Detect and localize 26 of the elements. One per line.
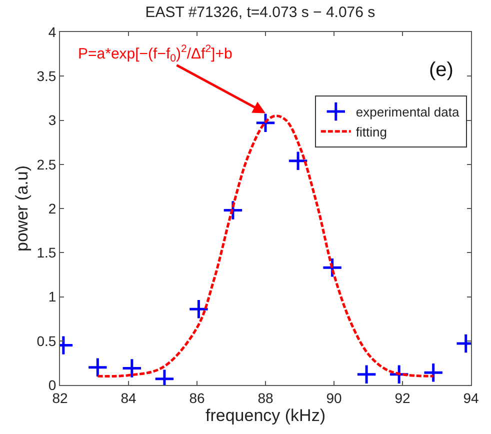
x-tick-label: 84 xyxy=(120,390,136,406)
y-tick-label: 3 xyxy=(48,112,56,128)
x-tick-label: 94 xyxy=(463,390,479,406)
legend-label: fitting xyxy=(356,124,387,140)
x-tick-label: 90 xyxy=(326,390,342,406)
chart-title: EAST #71326, t=4.073 s − 4.076 s xyxy=(145,4,376,22)
x-tick-label: 86 xyxy=(189,390,205,406)
point xyxy=(122,358,142,379)
y-axis-title: power (a.u) xyxy=(12,166,32,252)
annotation: (e) xyxy=(429,59,454,81)
y-tick-label: 3.5 xyxy=(36,68,56,84)
point xyxy=(188,298,210,320)
annotation: P=a*exp[−(f−f$_{0}$)$^{2}$/Δf$^{2}$]+b xyxy=(78,43,232,64)
legend-label: experimental data xyxy=(356,104,460,120)
point xyxy=(356,364,377,385)
y-tick-label: 4 xyxy=(48,24,56,40)
point xyxy=(87,357,108,378)
x-axis-title: frequency (kHz) xyxy=(206,406,326,426)
y-tick-label: 2.5 xyxy=(36,156,56,172)
x-tick-label: 92 xyxy=(394,390,410,406)
y-tick-label: 0.5 xyxy=(36,332,56,349)
y-tick-label: 1.5 xyxy=(36,244,56,261)
point xyxy=(422,362,444,383)
y-tick-label: 1 xyxy=(48,288,56,305)
x-tick-label: 88 xyxy=(258,390,274,406)
y-tick-label: 2 xyxy=(48,200,56,216)
